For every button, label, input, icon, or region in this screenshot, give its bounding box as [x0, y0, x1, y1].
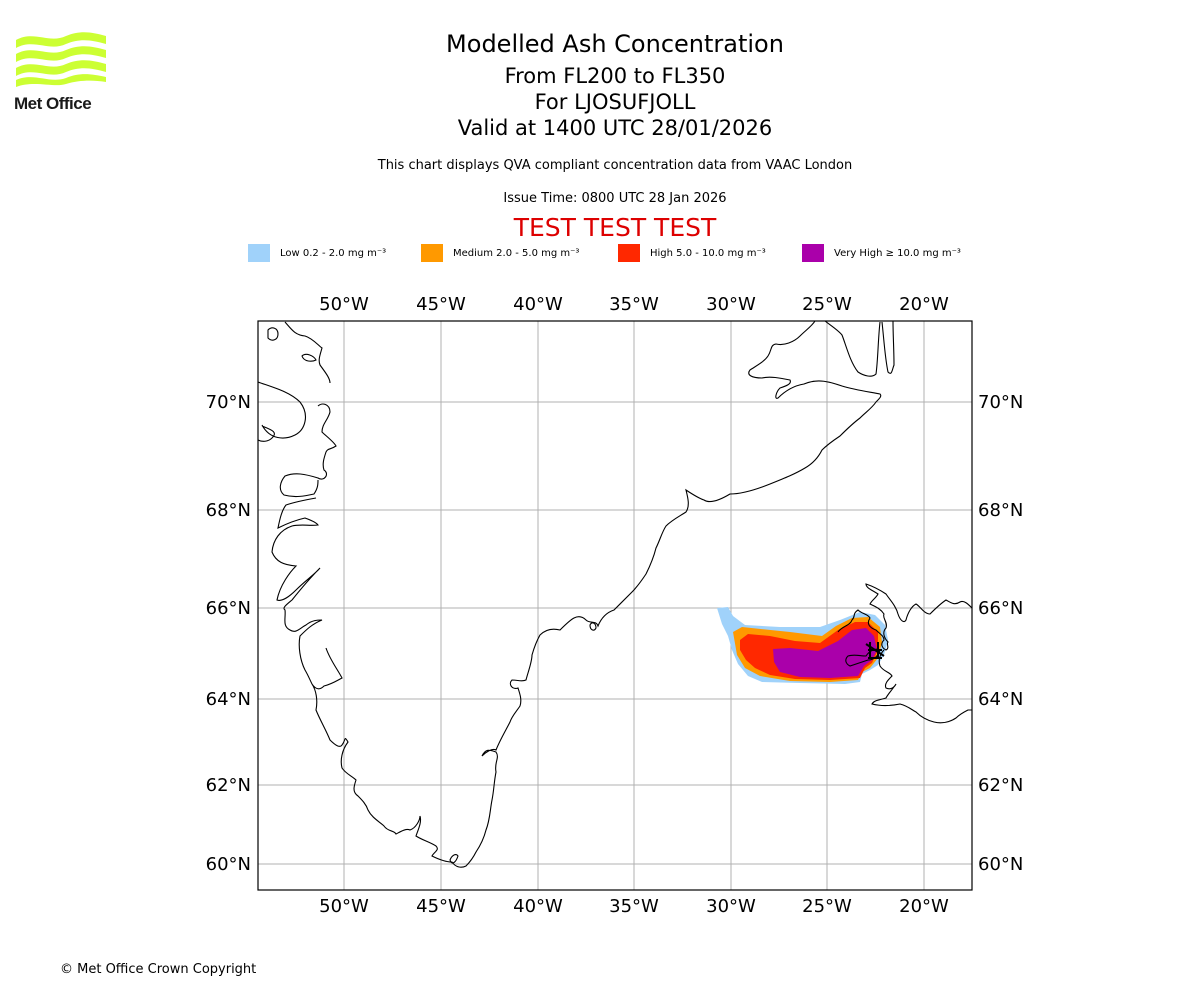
legend-swatch-high: [618, 244, 640, 262]
legend-item-low: Low 0.2 - 2.0 mg m⁻³: [248, 244, 386, 262]
volcano-name: For LJOSUFJOLL: [534, 90, 696, 114]
ash-plume: [717, 607, 888, 684]
lat-label-left: 66°N: [206, 598, 251, 619]
lon-label-bottom: 20°W: [899, 896, 949, 917]
lon-label-bottom: 50°W: [319, 896, 369, 917]
greenland-coastline-north: [824, 321, 895, 377]
lon-label-bottom: 45°W: [416, 896, 466, 917]
lon-label-top: 30°W: [706, 294, 756, 315]
legend-swatch-very-high: [802, 244, 824, 262]
lat-label-right: 70°N: [978, 392, 1023, 413]
greenland-island: [267, 327, 597, 864]
map-frame: [257, 320, 973, 891]
lat-label-right: 62°N: [978, 775, 1023, 796]
chart-title: Modelled Ash Concentration: [446, 30, 784, 58]
lat-label-right: 64°N: [978, 689, 1023, 710]
legend-item-medium: Medium 2.0 - 5.0 mg m⁻³: [421, 244, 579, 262]
copyright: © Met Office Crown Copyright: [60, 962, 257, 977]
met-office-logo: Met Office: [14, 30, 109, 114]
legend-item-high: High 5.0 - 10.0 mg m⁻³: [618, 244, 766, 262]
lat-label-right: 68°N: [978, 500, 1023, 521]
axis-labels: 50°W 50°W 45°W 45°W 40°W 40°W 35°W 35°W 30°W 30°W…: [206, 294, 1024, 917]
lat-label-left: 70°N: [206, 392, 251, 413]
lon-label-top: 50°W: [319, 294, 369, 315]
legend-swatch-low: [248, 244, 270, 262]
lon-label-top: 20°W: [899, 294, 949, 315]
lat-label-right: 66°N: [978, 598, 1023, 619]
subtitle: This chart displays QVA compliant concen…: [377, 158, 853, 173]
test-banner: TEST TEST TEST: [513, 213, 717, 242]
lon-label-bottom: 35°W: [609, 896, 659, 917]
met-office-waves-icon: [16, 32, 106, 87]
issue-time: Issue Time: 0800 UTC 28 Jan 2026: [503, 191, 727, 206]
volcano-marker-icon: [865, 642, 885, 659]
flight-levels: From FL200 to FL350: [504, 64, 726, 88]
legend-label-very-high: Very High ≥ 10.0 mg m⁻³: [834, 247, 961, 259]
greenland-coastline: [258, 321, 882, 868]
lon-label-bottom: 30°W: [706, 896, 756, 917]
lon-label-bottom: 40°W: [513, 896, 563, 917]
lat-label-left: 62°N: [206, 775, 251, 796]
graticule: [258, 321, 972, 890]
valid-time: Valid at 1400 UTC 28/01/2026: [457, 116, 773, 140]
lat-label-right: 60°N: [978, 854, 1023, 875]
lat-label-left: 68°N: [206, 500, 251, 521]
coastlines: [258, 321, 972, 868]
lon-label-top: 45°W: [416, 294, 466, 315]
legend-label-high: High 5.0 - 10.0 mg m⁻³: [650, 247, 766, 259]
lon-label-top: 40°W: [513, 294, 563, 315]
lon-label-top: 35°W: [609, 294, 659, 315]
lat-label-left: 60°N: [206, 854, 251, 875]
lon-label-bottom: 25°W: [802, 896, 852, 917]
legend-label-low: Low 0.2 - 2.0 mg m⁻³: [280, 247, 387, 259]
legend-swatch-medium: [421, 244, 443, 262]
logo-text: Met Office: [14, 94, 92, 113]
legend-item-very-high: Very High ≥ 10.0 mg m⁻³: [802, 244, 961, 262]
legend-label-medium: Medium 2.0 - 5.0 mg m⁻³: [453, 247, 580, 259]
lat-label-left: 64°N: [206, 689, 251, 710]
lon-label-top: 25°W: [802, 294, 852, 315]
